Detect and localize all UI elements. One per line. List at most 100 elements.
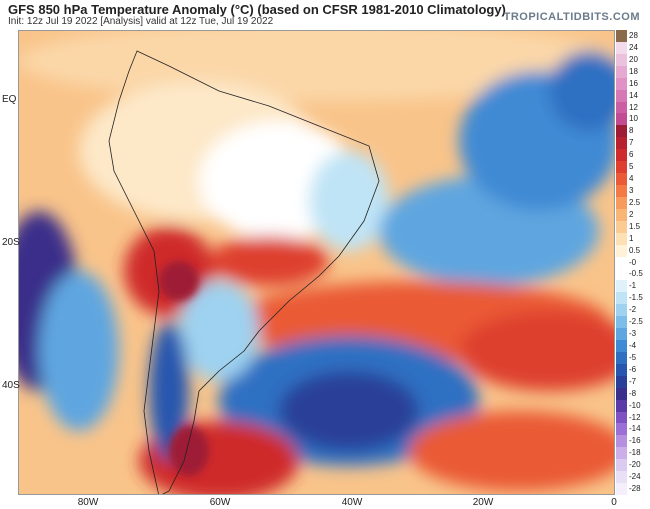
- legend-label: -7: [629, 376, 637, 386]
- legend-item: 24: [616, 41, 650, 54]
- legend-swatch: [616, 387, 627, 400]
- legend-swatch: [616, 113, 627, 126]
- legend-label: -24: [629, 472, 641, 482]
- legend-item: 5: [616, 161, 650, 174]
- legend-swatch: [616, 232, 627, 245]
- legend-swatch: [616, 137, 627, 150]
- legend-item: -16: [616, 435, 650, 448]
- legend-item: 14: [616, 89, 650, 102]
- legend-label: 2: [629, 209, 634, 219]
- legend-item: 10: [616, 113, 650, 126]
- legend-swatch: [616, 280, 627, 293]
- legend-swatch: [616, 363, 627, 376]
- legend-item: 6: [616, 149, 650, 162]
- legend-item: -14: [616, 423, 650, 436]
- legend-swatch: [616, 459, 627, 472]
- legend-item: 7: [616, 137, 650, 150]
- legend-item: -1.5: [616, 292, 650, 305]
- legend-swatch: [616, 340, 627, 352]
- legend-label: 3: [629, 186, 634, 195]
- anomaly-field: [19, 31, 614, 494]
- lon-label-60w: 60W: [209, 497, 231, 508]
- legend-swatch: [616, 411, 627, 424]
- legend-swatch: [616, 53, 627, 66]
- coastline: [108, 50, 380, 494]
- legend-item: 16: [616, 77, 650, 90]
- legend-label: -12: [629, 412, 641, 422]
- legend-swatch: [616, 244, 627, 257]
- legend-label: 14: [629, 90, 638, 100]
- legend-label: 16: [629, 78, 638, 88]
- legend-swatch: [616, 471, 627, 484]
- legend-item: 0.5: [616, 244, 650, 257]
- legend-swatch: [616, 65, 627, 78]
- legend-swatch: [616, 30, 627, 42]
- legend-swatch: [616, 328, 627, 340]
- legend-swatch: [616, 375, 627, 388]
- brand-logo[interactable]: TROPICALTIDBITS.COM: [503, 11, 640, 23]
- lon-label-20w: 20W: [472, 497, 494, 508]
- legend-label: -1: [629, 281, 637, 291]
- legend-label: 10: [629, 114, 638, 124]
- legend-swatch: [616, 196, 627, 209]
- legend-swatch: [616, 41, 627, 54]
- legend-item: 18: [616, 65, 650, 78]
- legend-item: -20: [616, 459, 650, 472]
- legend-label: -2: [629, 305, 637, 315]
- legend-item: -1: [616, 280, 650, 293]
- legend-item: 8: [616, 125, 650, 138]
- legend-label: -4: [629, 341, 637, 350]
- legend-label: -16: [629, 436, 641, 446]
- legend-label: 24: [629, 42, 638, 52]
- legend-item: -0: [616, 256, 650, 269]
- lon-label-80w: 80W: [77, 497, 99, 508]
- legend-label: 12: [629, 102, 638, 112]
- legend-item: -2: [616, 304, 650, 317]
- legend-item: 12: [616, 101, 650, 114]
- legend-item: -6: [616, 363, 650, 376]
- legend-swatch: [616, 125, 627, 138]
- legend-label: 20: [629, 54, 638, 64]
- legend-label: -20: [629, 460, 641, 470]
- legend-label: -14: [629, 424, 641, 434]
- legend-swatch: [616, 77, 627, 90]
- map-title: GFS 850 hPa Temperature Anomaly (°C) (ba…: [8, 2, 506, 17]
- legend-item: 2.5: [616, 196, 650, 209]
- legend-label: -8: [629, 388, 637, 398]
- legend-label: -3: [629, 329, 637, 339]
- legend-item: -2.5: [616, 316, 650, 329]
- legend-item: -18: [616, 447, 650, 460]
- legend-swatch: [616, 447, 627, 460]
- legend-swatch: [616, 173, 627, 185]
- legend-label: 6: [629, 150, 634, 160]
- lat-label-eq: EQ: [2, 94, 17, 105]
- legend-label: 8: [629, 126, 634, 136]
- map-header: GFS 850 hPa Temperature Anomaly (°C) (ba…: [0, 0, 650, 30]
- legend-swatch: [616, 423, 627, 436]
- legend-swatch: [616, 399, 627, 412]
- legend-item: -24: [616, 471, 650, 484]
- legend-swatch: [616, 208, 627, 221]
- legend-label: 0.5: [629, 245, 641, 255]
- lat-label-20s: 20S: [2, 237, 20, 248]
- legend-swatch: [616, 161, 627, 174]
- legend-swatch: [616, 256, 627, 269]
- color-legend: 28 24 20 18 16 14 12 10 8 7 6 5 4 3 2.5 2 1.5 1 0.5 -0 -0.5 -…: [616, 30, 650, 495]
- legend-label: 28: [629, 31, 638, 40]
- legend-swatch: [616, 435, 627, 448]
- map-subtitle: Init: 12z Jul 19 2022 [Analysis] valid a…: [8, 16, 274, 27]
- legend-label: -18: [629, 448, 641, 458]
- legend-swatch: [616, 268, 627, 281]
- legend-label: -10: [629, 400, 641, 410]
- legend-swatch: [616, 292, 627, 305]
- legend-item: 1: [616, 232, 650, 245]
- legend-label: 4: [629, 174, 634, 184]
- legend-item: -4: [616, 340, 650, 352]
- legend-item: -8: [616, 387, 650, 400]
- lon-label-40w: 40W: [341, 497, 363, 508]
- legend-item: -10: [616, 399, 650, 412]
- legend-swatch: [616, 316, 627, 329]
- legend-label: 1: [629, 233, 634, 243]
- legend-swatch: [616, 149, 627, 162]
- legend-item: 3: [616, 185, 650, 197]
